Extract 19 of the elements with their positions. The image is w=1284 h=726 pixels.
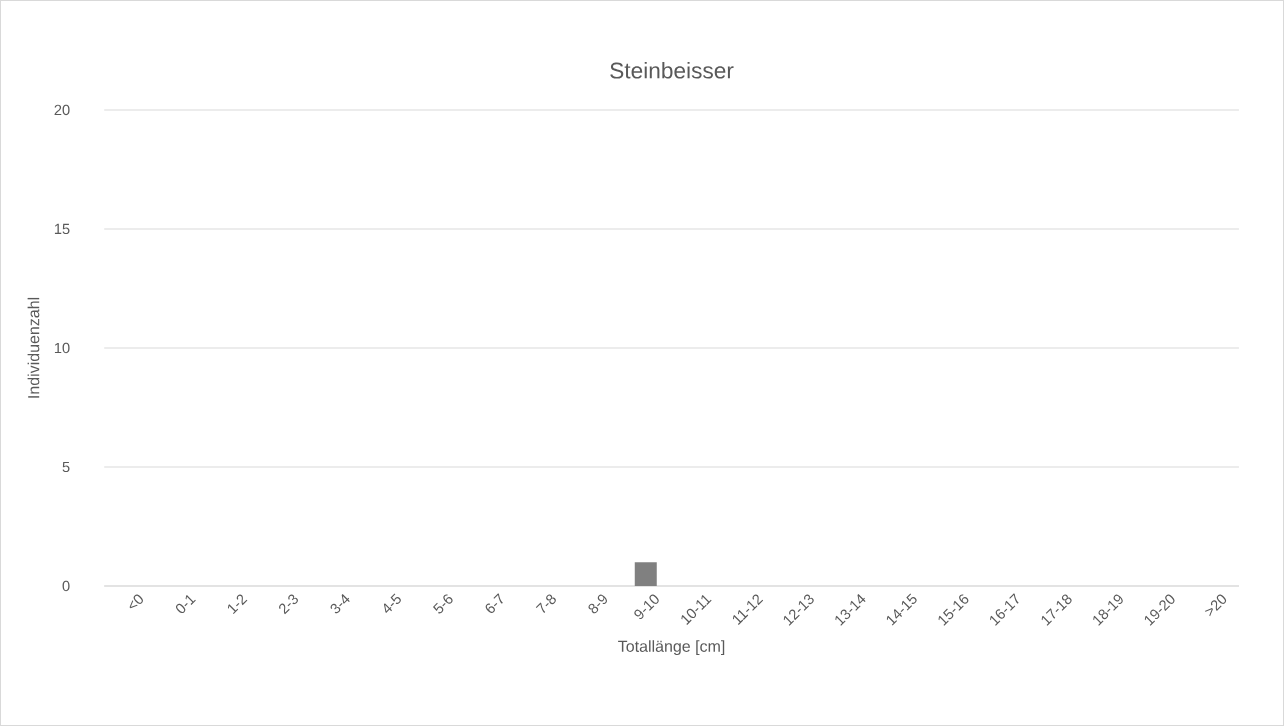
x-tick-label: 2-3 — [279, 594, 298, 615]
chart-title: Steinbeisser — [610, 61, 734, 79]
x-tick-label: 1-2 — [227, 594, 248, 615]
x-tick-label: 0-1 — [175, 595, 196, 614]
x-tick-label: 8-9 — [588, 594, 607, 614]
x-tick-label: <0 — [129, 594, 143, 609]
x-tick-label: 3-4 — [330, 594, 350, 614]
y-tick-label: 20 — [54, 104, 70, 116]
y-tick-label: 0 — [62, 580, 70, 592]
x-axis-title: Totallänge [cm] — [618, 640, 725, 656]
y-tick-label: 15 — [54, 223, 70, 235]
y-tick-label: 10 — [54, 342, 70, 354]
x-tick-label: 5-6 — [432, 594, 453, 614]
x-tick-label: 6-7 — [485, 593, 503, 613]
y-tick-label: 5 — [62, 461, 70, 473]
x-tick-label: >20 — [1204, 594, 1227, 617]
x-tick-label: 7-8 — [535, 594, 556, 614]
x-tick-label: 4-5 — [383, 593, 401, 613]
y-axis-title: Individuenzahl — [27, 297, 40, 398]
